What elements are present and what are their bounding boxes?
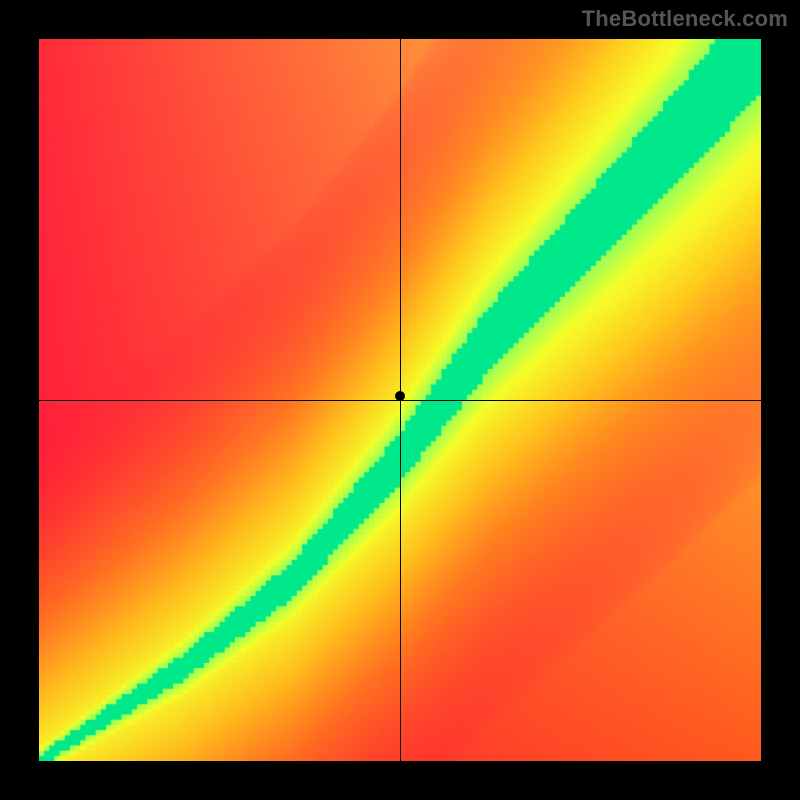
chart-container: TheBottleneck.com <box>0 0 800 800</box>
watermark-label: TheBottleneck.com <box>582 6 788 32</box>
